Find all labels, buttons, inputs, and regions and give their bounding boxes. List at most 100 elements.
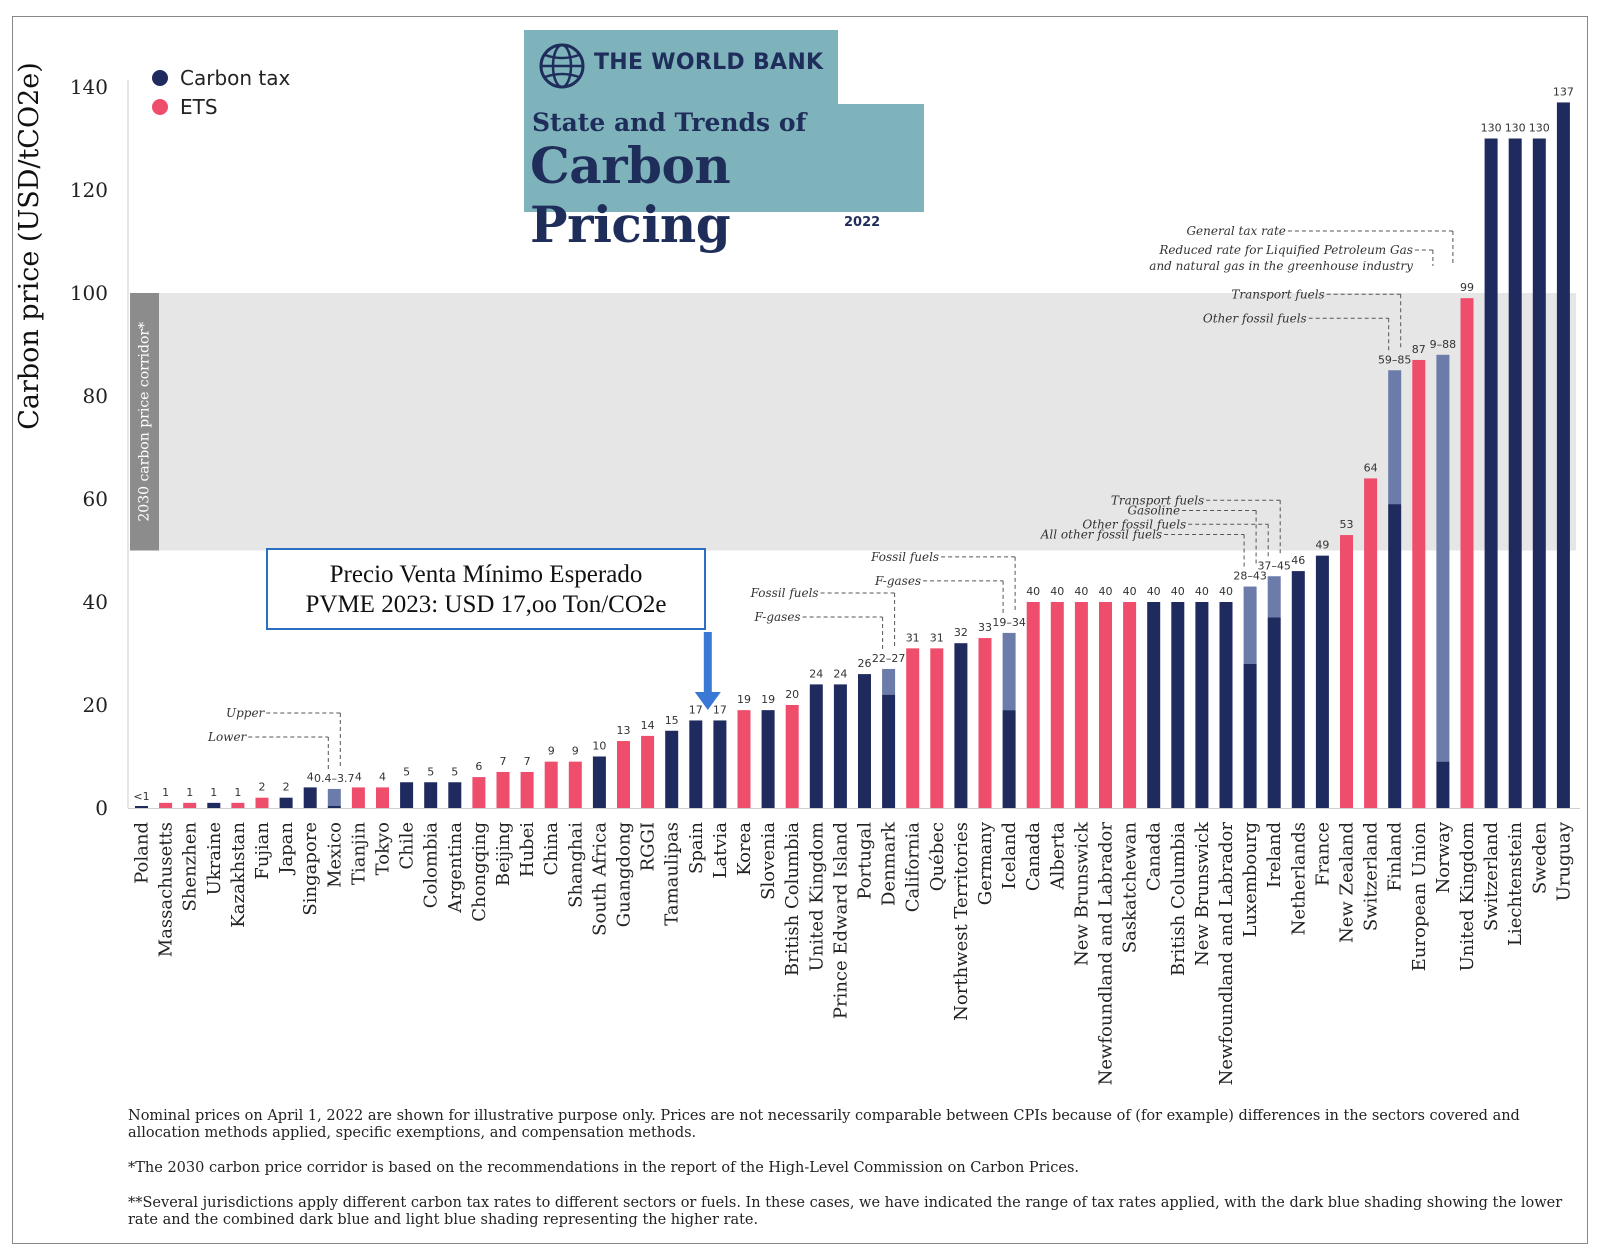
callout-line-2: PVME 2023: USD 17,oo Ton/CO2e xyxy=(305,591,667,618)
category-label: Latvia xyxy=(710,822,731,879)
bar-value-label: 137 xyxy=(1553,85,1574,98)
bar-value-label: 40 xyxy=(1074,585,1088,598)
bar xyxy=(1050,602,1064,808)
annotation-label: F-gases xyxy=(874,574,921,588)
category-label: Tokyo xyxy=(373,822,394,875)
bar xyxy=(1171,602,1185,808)
annotation-label: Transport fuels xyxy=(1111,493,1204,507)
bar xyxy=(183,802,197,808)
bar xyxy=(761,710,775,808)
category-label: Canada xyxy=(1144,822,1165,891)
category-label: Switzerland xyxy=(1361,822,1382,931)
bar-value-label: 4 xyxy=(355,770,362,783)
bar xyxy=(376,787,389,808)
bar-value-label: 6 xyxy=(475,760,482,773)
y-tick-label: 0 xyxy=(95,796,108,820)
bar-lower-rate xyxy=(1267,617,1281,808)
category-label: United Kingdom xyxy=(1457,822,1478,971)
category-label: Finland xyxy=(1385,822,1406,891)
bar-value-label: 24 xyxy=(809,667,823,680)
category-label: Mexico xyxy=(324,822,345,888)
pvme-callout-box: Precio Venta Mínimo Esperado PVME 2023: … xyxy=(266,548,706,630)
report-title: Carbon Pricing xyxy=(530,136,731,254)
callout-line-1: Precio Venta Mínimo Esperado xyxy=(329,561,643,588)
category-label: Saskatchewan xyxy=(1120,822,1141,954)
category-label: Poland xyxy=(132,822,153,884)
bar-value-label: 130 xyxy=(1505,122,1526,135)
bar-value-label: 2 xyxy=(259,781,266,794)
bar xyxy=(496,771,510,808)
bar xyxy=(1291,571,1305,808)
category-label: Canada xyxy=(1023,822,1044,891)
category-label: Hubei xyxy=(517,822,538,877)
category-label: Newfoundland and Labrador xyxy=(1096,822,1117,1086)
category-label: Iceland xyxy=(999,822,1020,889)
bar xyxy=(1219,602,1233,808)
bar xyxy=(592,756,606,808)
category-label: New Brunswick xyxy=(1071,821,1092,966)
bar-value-label: 5 xyxy=(451,765,458,778)
bar xyxy=(1099,602,1112,808)
bar xyxy=(303,787,317,808)
bar-value-label: 64 xyxy=(1364,461,1378,474)
category-label: Northwest Territories xyxy=(951,822,972,1021)
bar-value-label: 87 xyxy=(1412,343,1426,356)
bar xyxy=(737,710,751,808)
y-tick-label: 60 xyxy=(83,487,108,511)
category-label: Luxembourg xyxy=(1240,822,1261,938)
category-label: Prince Edward Island xyxy=(830,822,851,1019)
category-label: Chile xyxy=(397,822,418,870)
y-axis-title: Carbon price (USD/tCO2e) xyxy=(14,62,45,430)
bar-lower-rate xyxy=(1243,663,1257,808)
bar-value-label: 49 xyxy=(1315,539,1329,552)
bar-value-label: 130 xyxy=(1481,122,1502,135)
bar xyxy=(833,684,847,808)
category-label: Singapore xyxy=(300,822,321,916)
bar-lower-rate xyxy=(1002,710,1016,808)
category-label: British Columbia xyxy=(1168,822,1189,976)
bar xyxy=(978,638,992,808)
bar-value-label: 2 xyxy=(283,781,290,794)
world-bank-logo-text: THE WORLD BANK xyxy=(594,50,824,75)
bar-value-label: 46 xyxy=(1291,554,1305,567)
category-label: Germany xyxy=(975,821,996,905)
bar-value-label: 40 xyxy=(1050,585,1064,598)
annotation-label: General tax rate xyxy=(1186,224,1285,238)
bar-value-label: 19–34 xyxy=(992,616,1026,629)
bar-value-label: 40 xyxy=(1026,585,1040,598)
bar-value-label: 1 xyxy=(234,786,241,799)
category-label: California xyxy=(903,822,924,912)
category-label: British Columbia xyxy=(782,822,803,976)
annotation-label: Transport fuels xyxy=(1231,287,1324,301)
bar-value-label: 5 xyxy=(427,765,434,778)
bar xyxy=(1508,138,1522,808)
annotation-label: and natural gas in the greenhouse indust… xyxy=(1149,259,1413,273)
bar xyxy=(1195,602,1209,808)
bar-value-label: 31 xyxy=(930,631,944,644)
bar xyxy=(231,802,245,808)
annotation-label: Other fossil fuels xyxy=(1203,311,1307,325)
bar-value-label: 22–27 xyxy=(872,652,906,665)
bar xyxy=(713,720,727,808)
corridor-band xyxy=(146,293,1576,551)
bar-value-label: 40 xyxy=(1195,585,1209,598)
callout-arrow-head xyxy=(694,692,721,710)
bar xyxy=(617,741,630,808)
bar-value-label: 26 xyxy=(858,657,872,670)
category-label: Sweden xyxy=(1529,822,1550,895)
bar-value-label: 1 xyxy=(162,786,169,799)
bar-upper-range xyxy=(882,668,896,695)
bar xyxy=(858,674,871,808)
footnote-1: Nominal prices on April 1, 2022 are show… xyxy=(128,1108,1520,1141)
bar-value-label: 7 xyxy=(500,755,507,768)
bar xyxy=(520,771,534,808)
bar xyxy=(135,806,148,808)
bar xyxy=(689,720,703,808)
figure-frame xyxy=(12,16,1588,1244)
annotation-label: Fossil fuels xyxy=(870,550,939,564)
bar xyxy=(159,802,173,808)
bar xyxy=(1340,535,1353,808)
bar xyxy=(785,705,799,808)
annotation-label: Upper xyxy=(226,706,266,720)
bar-value-label: 13 xyxy=(617,724,631,737)
